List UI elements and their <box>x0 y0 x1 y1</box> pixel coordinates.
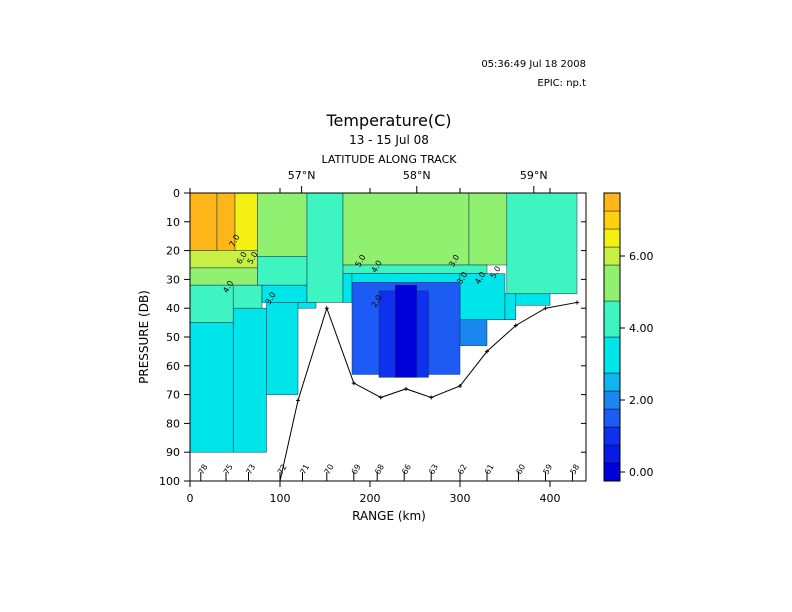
station-label: 70 <box>323 463 336 476</box>
x-axis: 0 100 200 300 400 <box>187 188 561 505</box>
y-axis-label: PRESSURE (DB) <box>137 290 151 384</box>
colorbar-tick-label: 2.00 <box>629 394 654 407</box>
colorbar-swatch <box>603 444 621 464</box>
bottom-depth-line <box>279 301 578 482</box>
colorbar-tick-label: 0.00 <box>629 466 654 479</box>
station-label: 63 <box>427 463 440 476</box>
temperature-cell <box>232 284 263 309</box>
x-tick-label: 400 <box>540 492 561 505</box>
temperature-cell <box>232 307 267 453</box>
temperature-field <box>189 192 578 453</box>
temperature-cell <box>189 267 258 286</box>
colorbar-tick-label: 6.00 <box>629 250 654 263</box>
temperature-cell <box>515 293 551 306</box>
timestamp-text: 05:36:49 Jul 18 2008 <box>481 59 586 70</box>
x-tick-label: 0 <box>187 492 194 505</box>
temperature-cell <box>506 192 578 295</box>
bottom-depth-point <box>543 306 548 311</box>
bottom-depth-point <box>575 300 579 305</box>
y-tick-label: 30 <box>166 273 180 286</box>
y-tick-label: 100 <box>159 475 180 488</box>
colorbar: 0.00 2.00 4.00 6.00 <box>603 192 654 482</box>
colorbar-swatch <box>603 246 621 266</box>
colorbar-tick-label: 4.00 <box>629 322 654 335</box>
chart-title: Temperature(C) <box>325 111 451 130</box>
y-tick-label: 50 <box>166 331 180 344</box>
bottom-depth-point <box>429 395 434 400</box>
temperature-cell <box>189 322 234 453</box>
temperature-cell <box>459 273 506 320</box>
colorbar-swatch <box>603 228 621 248</box>
x-tick-label: 100 <box>270 492 291 505</box>
colorbar-swatch <box>603 372 621 392</box>
temperature-cell <box>504 293 517 320</box>
latitude-tick-label: 58°N <box>403 169 431 182</box>
temperature-cell <box>257 256 308 286</box>
chart-subtitle: 13 - 15 Jul 08 <box>349 133 429 147</box>
station-label: 75 <box>222 463 235 476</box>
temperature-cell <box>342 264 488 274</box>
colorbar-swatch <box>603 300 621 338</box>
y-axis: 0 10 20 30 40 50 60 70 80 90 100 <box>159 187 586 488</box>
station-label: 68 <box>373 463 386 476</box>
station-label: 61 <box>483 463 496 476</box>
y-tick-label: 80 <box>166 417 180 430</box>
bottom-depth-point <box>485 349 489 354</box>
station-label: 66 <box>400 463 413 476</box>
y-tick-label: 20 <box>166 245 180 258</box>
station-label: 73 <box>244 463 257 476</box>
temperature-cell <box>351 273 461 283</box>
temperature-cell <box>266 302 299 395</box>
colorbar-swatch <box>603 210 621 230</box>
station-label: 69 <box>350 463 363 476</box>
colorbar-swatch <box>603 426 621 446</box>
y-tick-label: 60 <box>166 360 180 373</box>
station-markers: 78 75 73 72 71 70 69 68 66 63 62 61 60 59 58 <box>197 463 581 481</box>
station-label: 58 <box>568 463 581 476</box>
y-tick-label: 70 <box>166 389 180 402</box>
temperature-cell <box>342 273 353 303</box>
bottom-depth-point <box>378 395 383 400</box>
station-label: 71 <box>298 463 311 476</box>
bottom-depth-point <box>458 383 462 388</box>
station-label: 62 <box>456 463 469 476</box>
latitude-axis: 57°N 58°N 59°N <box>288 169 548 193</box>
temperature-cell <box>257 192 308 257</box>
colorbar-swatch <box>603 408 621 428</box>
y-tick-label: 40 <box>166 302 180 315</box>
temperature-cell <box>297 302 317 309</box>
temperature-cell <box>306 192 344 303</box>
colorbar-swatch <box>603 462 621 482</box>
colorbar-swatch <box>603 264 621 302</box>
y-tick-label: 0 <box>173 187 180 200</box>
colorbar-swatch <box>603 192 621 212</box>
top-axis-label: LATITUDE ALONG TRACK <box>321 153 457 166</box>
temperature-cell <box>189 192 218 251</box>
temperature-cell <box>468 192 508 266</box>
station-label: 78 <box>197 463 210 476</box>
latitude-tick-label: 57°N <box>288 169 316 182</box>
bottom-depth-point <box>351 381 356 386</box>
colorbar-swatch <box>603 336 621 374</box>
epic-label: EPIC: np.t <box>537 78 586 89</box>
bottom-depth-point <box>296 398 300 403</box>
bottom-depth-point <box>513 323 518 328</box>
colorbar-swatch <box>603 390 621 410</box>
station-label: 60 <box>514 463 527 476</box>
station-label: 72 <box>276 463 289 476</box>
y-tick-label: 90 <box>166 446 180 459</box>
station-label: 59 <box>541 463 554 476</box>
x-tick-label: 200 <box>360 492 381 505</box>
colorbar-frame <box>603 192 621 482</box>
temperature-cell <box>459 319 488 346</box>
bottom-depth-point <box>324 306 329 311</box>
latitude-tick-label: 59°N <box>520 169 548 182</box>
x-axis-label: RANGE (km) <box>352 509 426 523</box>
x-tick-label: 300 <box>450 492 471 505</box>
temperature-cell <box>394 284 418 378</box>
y-tick-label: 10 <box>166 216 180 229</box>
temperature-cell <box>342 192 470 266</box>
bottom-depth-point <box>404 386 408 391</box>
